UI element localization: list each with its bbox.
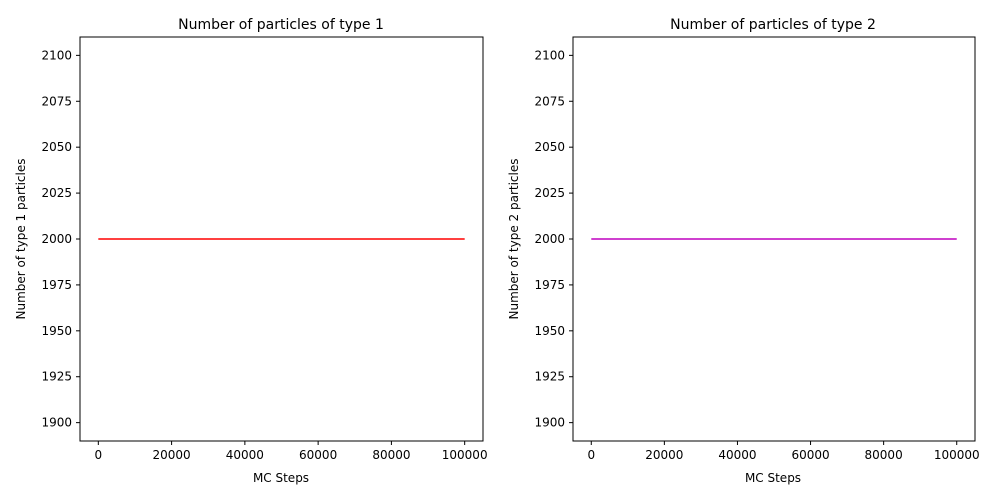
plot-frame bbox=[79, 36, 484, 442]
y-tick-label: 1900 bbox=[534, 416, 565, 430]
y-tick-label: 2025 bbox=[534, 186, 565, 200]
x-tick-label: 80000 bbox=[865, 448, 903, 462]
y-axis-label: Number of type 1 particles bbox=[14, 159, 28, 320]
x-tick-label: 40000 bbox=[226, 448, 264, 462]
y-axis-label: Number of type 2 particles bbox=[507, 159, 521, 320]
y-tick-label: 2050 bbox=[534, 140, 565, 154]
x-tick-label: 100000 bbox=[934, 448, 980, 462]
x-axis-ticks: 0 20000 40000 60000 80000 100000 bbox=[94, 441, 488, 462]
x-tick-label: 20000 bbox=[152, 448, 190, 462]
x-tick-label: 100000 bbox=[442, 448, 488, 462]
y-tick-label: 2100 bbox=[41, 48, 72, 62]
y-tick-label: 1975 bbox=[41, 278, 72, 292]
y-tick-label: 2075 bbox=[534, 94, 565, 108]
chart-title: Number of particles of type 2 bbox=[670, 17, 876, 33]
x-tick-label: 80000 bbox=[372, 448, 410, 462]
x-tick-label: 60000 bbox=[299, 448, 337, 462]
chart-type-2: Number of particles of type 2 0 20000 4000… bbox=[507, 17, 980, 485]
x-tick-label: 0 bbox=[587, 448, 595, 462]
y-tick-label: 2075 bbox=[41, 94, 72, 108]
chart-title: Number of particles of type 1 bbox=[178, 17, 384, 33]
y-tick-label: 2000 bbox=[41, 232, 72, 246]
y-tick-label: 1900 bbox=[41, 416, 72, 430]
chart-type-1: Number of particles of type 1 0 20000 4000… bbox=[14, 17, 488, 485]
y-tick-label: 2025 bbox=[41, 186, 72, 200]
y-tick-label: 1925 bbox=[41, 370, 72, 384]
x-axis-label: MC Steps bbox=[253, 471, 309, 485]
y-tick-label: 1950 bbox=[41, 324, 72, 338]
x-tick-label: 20000 bbox=[645, 448, 683, 462]
y-tick-label: 1950 bbox=[534, 324, 565, 338]
y-tick-label: 2050 bbox=[41, 140, 72, 154]
x-tick-label: 60000 bbox=[791, 448, 829, 462]
x-axis-label: MC Steps bbox=[745, 471, 801, 485]
x-axis-ticks: 0 20000 40000 60000 80000 100000 bbox=[587, 441, 980, 462]
y-axis-ticks: 1900 1925 1950 1975 2000 2025 2050 2075 2100 bbox=[534, 48, 573, 430]
y-tick-label: 2000 bbox=[534, 232, 565, 246]
x-tick-label: 40000 bbox=[718, 448, 756, 462]
y-tick-label: 1925 bbox=[534, 370, 565, 384]
y-tick-label: 1975 bbox=[534, 278, 565, 292]
x-tick-label: 0 bbox=[94, 448, 102, 462]
plot-frame bbox=[572, 36, 976, 442]
y-tick-label: 2100 bbox=[534, 48, 565, 62]
y-axis-ticks: 1900 1925 1950 1975 2000 2025 2050 2075 2100 bbox=[41, 48, 80, 430]
